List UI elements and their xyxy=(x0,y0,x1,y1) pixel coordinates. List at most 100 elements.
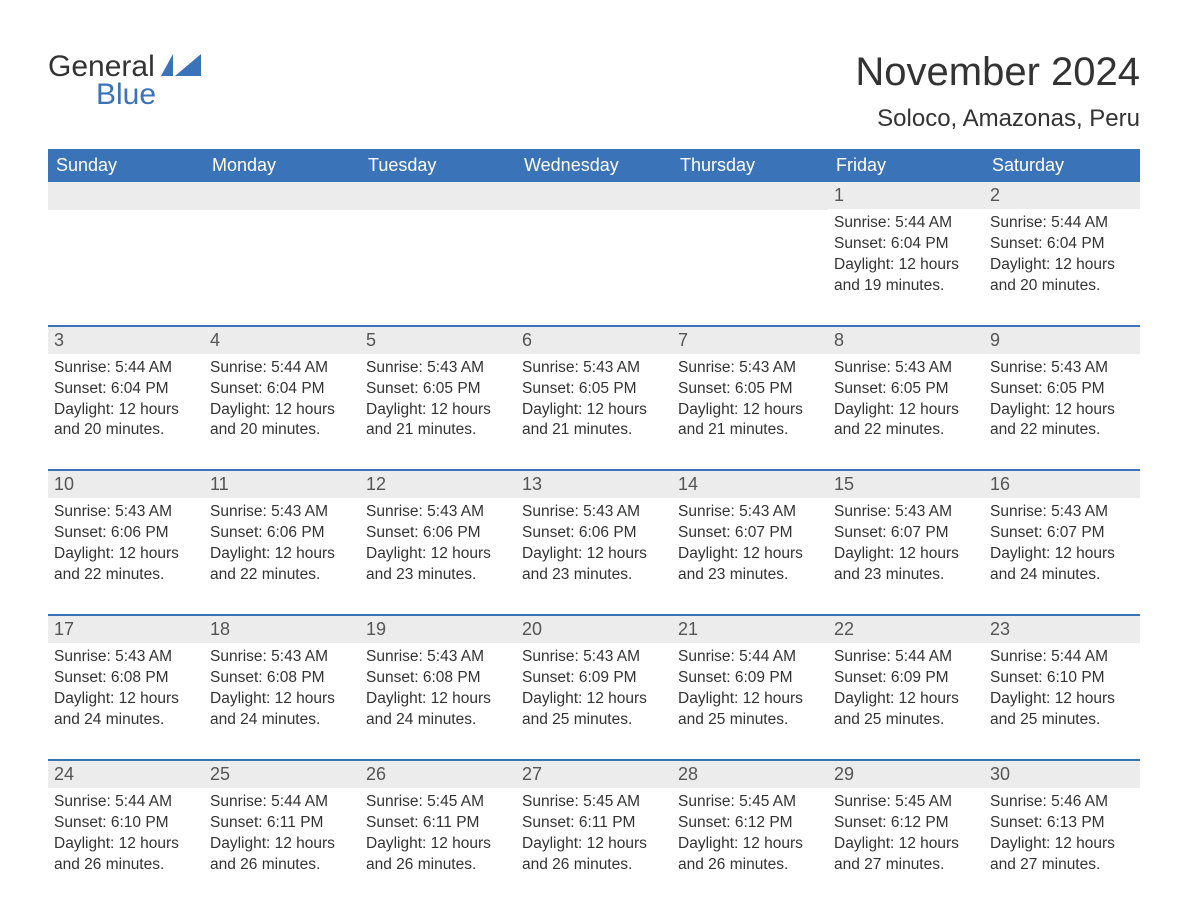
day-dl1: Daylight: 12 hours xyxy=(54,834,198,855)
day-cell: 21Sunrise: 5:44 AMSunset: 6:09 PMDayligh… xyxy=(672,614,828,759)
week-row: 17 Sunrise: 5:43 AMSunset: 6:08 PMDayligh… xyxy=(48,614,1140,759)
day-dl1: Daylight: 12 hours xyxy=(210,544,354,565)
day-cell: 16Sunrise: 5:43 AMSunset: 6:07 PMDayligh… xyxy=(984,469,1140,614)
day-dl2: and 24 minutes. xyxy=(990,565,1134,586)
day-sunset: Sunset: 6:06 PM xyxy=(522,523,666,544)
day-dl1: Daylight: 12 hours xyxy=(210,400,354,421)
day-sunrise: Sunrise: 5:44 AM xyxy=(834,647,978,668)
day-dl1: Daylight: 12 hours xyxy=(522,689,666,710)
day-dl2: and 19 minutes. xyxy=(834,276,978,297)
day-sunrise: Sunrise: 5:44 AM xyxy=(990,213,1134,234)
month-title: November 2024 xyxy=(855,50,1140,95)
day-sunrise: Sunrise: 5:43 AM xyxy=(990,502,1134,523)
day-number: 24 xyxy=(48,759,204,788)
day-dl2: and 22 minutes. xyxy=(210,565,354,586)
weekday-label: Thursday xyxy=(672,149,828,182)
day-number: 27 xyxy=(516,759,672,788)
day-number: 25 xyxy=(204,759,360,788)
day-cell: 3Sunrise: 5:44 AMSunset: 6:04 PMDaylight… xyxy=(48,325,204,470)
day-dl1: Daylight: 12 hours xyxy=(210,834,354,855)
day-cell xyxy=(204,182,360,325)
day-number: 23 xyxy=(984,614,1140,643)
day-sunrise: Sunrise: 5:43 AM xyxy=(834,502,978,523)
day-dl1: Daylight: 12 hours xyxy=(54,689,198,710)
day-dl2: and 26 minutes. xyxy=(210,855,354,876)
day-sunset: Sunset: 6:04 PM xyxy=(834,234,978,255)
day-dl2: and 23 minutes. xyxy=(678,565,822,586)
day-dl2: and 25 minutes. xyxy=(522,710,666,731)
day-dl2: and 23 minutes. xyxy=(366,565,510,586)
day-sunset: Sunset: 6:05 PM xyxy=(990,379,1134,400)
day-sunset: Sunset: 6:09 PM xyxy=(522,668,666,689)
day-number: 6 xyxy=(516,325,672,354)
day-sunrise: Sunrise: 5:43 AM xyxy=(54,502,198,523)
day-dl2: and 21 minutes. xyxy=(366,420,510,441)
weekday-label: Saturday xyxy=(984,149,1140,182)
day-sunset: Sunset: 6:12 PM xyxy=(834,813,978,834)
day-cell xyxy=(516,182,672,325)
day-cell: 12Sunrise: 5:43 AMSunset: 6:06 PMDayligh… xyxy=(360,469,516,614)
day-body: Sunrise: 5:43 AMSunset: 6:06 PMDaylight:… xyxy=(360,498,516,586)
day-cell: 23Sunrise: 5:44 AMSunset: 6:10 PMDayligh… xyxy=(984,614,1140,759)
day-body: Sunrise: 5:44 AMSunset: 6:09 PMDaylight:… xyxy=(828,643,984,731)
weekday-label: Wednesday xyxy=(516,149,672,182)
day-body: Sunrise: 5:43 AMSunset: 6:06 PMDaylight:… xyxy=(516,498,672,586)
day-dl1: Daylight: 12 hours xyxy=(990,689,1134,710)
day-number xyxy=(672,182,828,210)
day-dl1: Daylight: 12 hours xyxy=(366,834,510,855)
day-dl1: Daylight: 12 hours xyxy=(990,400,1134,421)
day-sunrise: Sunrise: 5:43 AM xyxy=(522,358,666,379)
day-dl1: Daylight: 12 hours xyxy=(366,544,510,565)
day-sunset: Sunset: 6:11 PM xyxy=(366,813,510,834)
day-dl2: and 20 minutes. xyxy=(210,420,354,441)
day-number: 29 xyxy=(828,759,984,788)
day-dl1: Daylight: 12 hours xyxy=(834,834,978,855)
day-sunset: Sunset: 6:11 PM xyxy=(522,813,666,834)
day-dl1: Daylight: 12 hours xyxy=(54,400,198,421)
day-number: 4 xyxy=(204,325,360,354)
day-dl2: and 26 minutes. xyxy=(54,855,198,876)
day-body: Sunrise: 5:43 AMSunset: 6:07 PMDaylight:… xyxy=(672,498,828,586)
day-dl2: and 24 minutes. xyxy=(54,710,198,731)
day-body: Sunrise: 5:44 AMSunset: 6:04 PMDaylight:… xyxy=(204,354,360,442)
day-sunrise: Sunrise: 5:44 AM xyxy=(990,647,1134,668)
day-cell: 5Sunrise: 5:43 AMSunset: 6:05 PMDaylight… xyxy=(360,325,516,470)
day-sunrise: Sunrise: 5:43 AM xyxy=(366,358,510,379)
day-body: Sunrise: 5:44 AMSunset: 6:11 PMDaylight:… xyxy=(204,788,360,876)
day-dl1: Daylight: 12 hours xyxy=(54,544,198,565)
day-sunset: Sunset: 6:06 PM xyxy=(210,523,354,544)
day-sunrise: Sunrise: 5:45 AM xyxy=(678,792,822,813)
logo-word-2: Blue xyxy=(96,78,201,112)
day-dl1: Daylight: 12 hours xyxy=(366,689,510,710)
day-dl2: and 23 minutes. xyxy=(834,565,978,586)
day-dl2: and 26 minutes. xyxy=(678,855,822,876)
day-sunrise: Sunrise: 5:43 AM xyxy=(366,647,510,668)
day-dl2: and 25 minutes. xyxy=(990,710,1134,731)
day-number: 17 xyxy=(48,614,204,643)
day-sunrise: Sunrise: 5:43 AM xyxy=(678,358,822,379)
day-dl1: Daylight: 12 hours xyxy=(990,544,1134,565)
day-number: 30 xyxy=(984,759,1140,788)
day-cell: 26 Sunrise: 5:45 AMSunset: 6:11 PMDayligh… xyxy=(360,759,516,904)
day-dl1: Daylight: 12 hours xyxy=(678,544,822,565)
day-body: Sunrise: 5:43 AMSunset: 6:08 PMDaylight:… xyxy=(360,643,516,731)
day-cell: 22Sunrise: 5:44 AMSunset: 6:09 PMDayligh… xyxy=(828,614,984,759)
day-sunrise: Sunrise: 5:45 AM xyxy=(522,792,666,813)
day-number: 26 xyxy=(360,759,516,788)
day-cell xyxy=(48,182,204,325)
day-dl1: Daylight: 12 hours xyxy=(678,689,822,710)
day-sunset: Sunset: 6:10 PM xyxy=(54,813,198,834)
day-body: Sunrise: 5:43 AMSunset: 6:05 PMDaylight:… xyxy=(672,354,828,442)
day-sunrise: Sunrise: 5:43 AM xyxy=(366,502,510,523)
day-body: Sunrise: 5:43 AMSunset: 6:05 PMDaylight:… xyxy=(828,354,984,442)
location-subtitle: Soloco, Amazonas, Peru xyxy=(855,105,1140,133)
day-body: Sunrise: 5:43 AMSunset: 6:06 PMDaylight:… xyxy=(204,498,360,586)
day-body: Sunrise: 5:44 AMSunset: 6:04 PMDaylight:… xyxy=(984,209,1140,297)
day-dl2: and 20 minutes. xyxy=(990,276,1134,297)
day-sunset: Sunset: 6:05 PM xyxy=(678,379,822,400)
day-sunrise: Sunrise: 5:45 AM xyxy=(366,792,510,813)
day-number: 12 xyxy=(360,469,516,498)
day-dl2: and 26 minutes. xyxy=(366,855,510,876)
day-sunrise: Sunrise: 5:44 AM xyxy=(54,358,198,379)
day-number: 21 xyxy=(672,614,828,643)
